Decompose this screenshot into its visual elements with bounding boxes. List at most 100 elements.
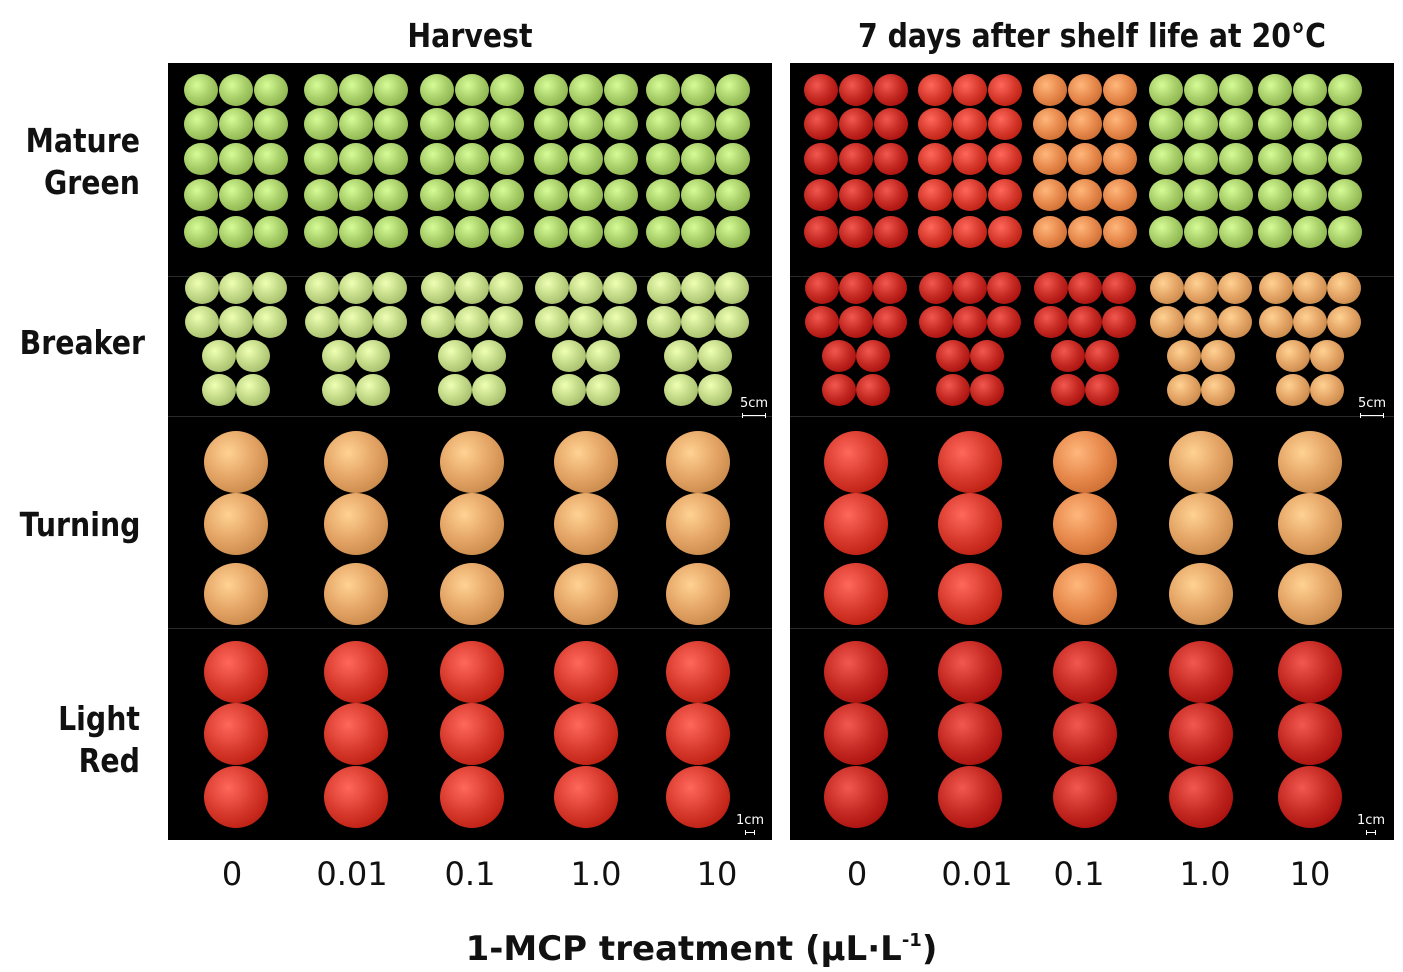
tomato-fruit [681,179,715,211]
tomato-fruit [253,272,287,304]
tomato-fruit [1278,641,1342,703]
tomato-fruit [421,272,455,304]
tomato-fruit [1293,108,1327,140]
tomato-fruit [681,216,715,248]
tomato-fruit [374,179,408,211]
tomato-fruit [1293,179,1327,211]
tomato-fruit [604,216,638,248]
tomato-fruit [324,431,388,493]
shelf-treatment-label: 1.0 [1179,855,1231,893]
tomato-fruit [304,179,338,211]
tomato-fruit [552,374,586,406]
shelf-life-photo-panel: 5cm 1cm [790,63,1394,840]
tomato-fruit [254,74,288,106]
tomato-fruit [569,306,603,338]
tomato-fruit [305,306,339,338]
tomato-fruit [1068,143,1102,175]
tomato-fruit [824,766,888,828]
tomato-fruit [1218,272,1252,304]
tomato-fruit [938,703,1002,765]
tomato-fruit [1085,340,1119,372]
scale-bar-line [742,413,766,418]
tomato-fruit [304,216,338,248]
stage-label-mature-green: Mature Green [20,120,140,204]
band-divider [168,416,772,417]
scale-bar-line [1360,413,1384,418]
tomato-fruit [204,563,268,625]
tomato-fruit [1033,108,1067,140]
tomato-fruit [440,563,504,625]
tomato-fruit [666,431,730,493]
tomato-fruit [988,108,1022,140]
stage-label-breaker-line1: Breaker [19,323,145,362]
tomato-fruit [356,374,390,406]
tomato-fruit [646,108,680,140]
tomato-fruit [824,493,888,555]
tomato-fruit [839,272,873,304]
tomato-fruit [1068,179,1102,211]
tomato-fruit [1219,108,1253,140]
tomato-fruit [681,272,715,304]
shelf-treatment-label: 0.01 [941,855,1013,893]
tomato-fruit [586,340,620,372]
tomato-fruit [918,143,952,175]
tomato-fruit [1293,306,1327,338]
tomato-fruit [839,306,873,338]
tomato-fruit [455,143,489,175]
tomato-fruit [874,179,908,211]
tomato-fruit [839,179,873,211]
tomato-fruit [1068,216,1102,248]
tomato-fruit [586,374,620,406]
tomato-fruit [874,74,908,106]
tomato-fruit [569,74,603,106]
tomato-fruit [339,216,373,248]
tomato-fruit [184,108,218,140]
tomato-fruit [604,108,638,140]
tomato-fruit [646,179,680,211]
tomato-fruit [1219,179,1253,211]
tomato-fruit [374,74,408,106]
tomato-fruit [374,108,408,140]
tomato-fruit [1278,766,1342,828]
tomato-fruit [253,306,287,338]
tomato-fruit [1053,641,1117,703]
tomato-fruit [1053,703,1117,765]
tomato-fruit [356,340,390,372]
tomato-fruit [324,703,388,765]
tomato-fruit [1169,563,1233,625]
tomato-fruit [304,143,338,175]
tomato-fruit [339,74,373,106]
tomato-fruit [339,272,373,304]
stage-label-turning-line1: Turning [19,505,141,544]
tomato-fruit [472,374,506,406]
tomato-fruit [1219,74,1253,106]
tomato-fruit [1167,374,1201,406]
tomato-fruit [254,179,288,211]
tomato-fruit [1149,108,1183,140]
tomato-fruit [938,563,1002,625]
tomato-fruit [716,143,750,175]
tomato-fruit [455,272,489,304]
tomato-fruit [856,374,890,406]
tomato-fruit [322,340,356,372]
tomato-fruit [569,272,603,304]
tomato-fruit [715,272,749,304]
tomato-fruit [219,179,253,211]
tomato-fruit [438,374,472,406]
tomato-fruit [953,306,987,338]
stage-label-green-line2: Green [44,163,140,202]
tomato-fruit [716,108,750,140]
tomato-fruit [987,272,1021,304]
tomato-fruit [254,143,288,175]
tomato-fruit [420,216,454,248]
scale-bar-line [745,830,755,835]
tomato-fruit [1276,374,1310,406]
tomato-fruit [804,179,838,211]
tomato-fruit [1258,108,1292,140]
tomato-fruit [1328,179,1362,211]
tomato-fruit [420,108,454,140]
tomato-fruit [647,306,681,338]
tomato-fruit [824,563,888,625]
tomato-fruit [440,493,504,555]
tomato-fruit [938,431,1002,493]
